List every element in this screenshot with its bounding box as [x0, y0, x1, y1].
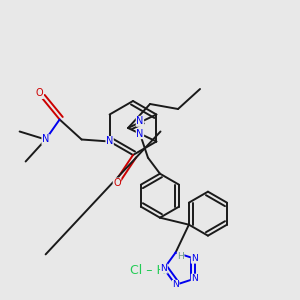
Text: O: O	[36, 88, 43, 98]
Text: N: N	[172, 280, 179, 289]
Text: H: H	[177, 252, 184, 261]
Text: N: N	[136, 116, 144, 126]
Text: Cl – H: Cl – H	[130, 263, 166, 277]
Text: N: N	[191, 254, 198, 263]
Text: N: N	[160, 264, 167, 273]
Text: N: N	[136, 129, 144, 139]
Text: O: O	[113, 178, 121, 188]
Text: N: N	[191, 274, 198, 283]
Text: N: N	[42, 134, 49, 145]
Text: N: N	[106, 136, 113, 146]
